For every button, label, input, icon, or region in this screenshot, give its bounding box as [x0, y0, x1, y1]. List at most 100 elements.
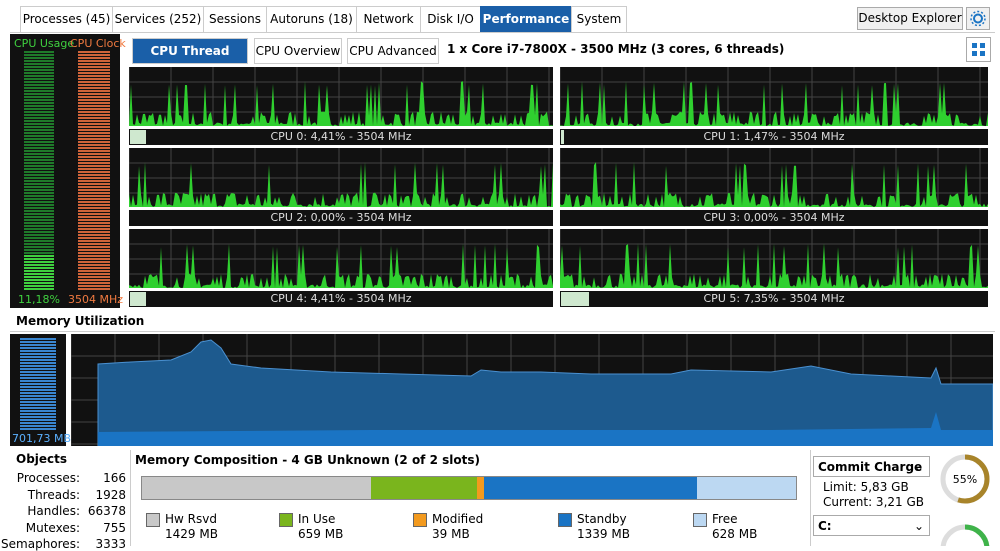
meter-segment: [24, 195, 54, 197]
meter-segment: [24, 264, 54, 266]
meter-segment: [78, 69, 110, 71]
cpu-graph: [128, 67, 553, 126]
meter-segment: [20, 359, 56, 361]
segment-free: [697, 477, 796, 499]
segment-modified: [477, 477, 484, 499]
divider: [810, 450, 811, 546]
meter-segment: [24, 228, 54, 230]
cpu-label-bar: CPU 0: 4,41% - 3504 MHz: [129, 129, 553, 145]
tab[interactable]: System: [571, 6, 627, 32]
cpu-graph-graphic: [559, 229, 988, 288]
tab[interactable]: Processes (45): [20, 6, 113, 32]
meter-segment: [78, 174, 110, 176]
meter-segment: [78, 108, 110, 110]
meter-segment: [24, 135, 54, 137]
tab[interactable]: Disk I/O: [420, 6, 481, 32]
tab[interactable]: Performance: [480, 6, 572, 32]
commit-selector[interactable]: Commit Charge ⌄: [813, 456, 930, 477]
meter-segment: [24, 57, 54, 59]
meter-segment: [24, 51, 54, 53]
legend-name: Standby: [577, 512, 627, 526]
meter-segment: [78, 153, 110, 155]
desktop-explorer-button[interactable]: Desktop Explorer: [857, 7, 963, 30]
meter-segment: [78, 102, 110, 104]
cpu-label: CPU 2: 0,00% - 3504 MHz: [270, 211, 412, 224]
meter-segment: [20, 344, 56, 346]
meter-segment: [24, 153, 54, 155]
meter-segment: [20, 404, 56, 406]
cpu-label-bar: CPU 1: 1,47% - 3504 MHz: [560, 129, 988, 145]
meter-segment: [24, 144, 54, 146]
cpu-graph-graphic: [128, 67, 553, 126]
meter-segment: [24, 162, 54, 164]
meter-segment: [78, 282, 110, 284]
meter-segment: [78, 66, 110, 68]
subtab[interactable]: CPU Thread Usage: [132, 38, 248, 82]
memory-meter-value: 701,73 MB: [12, 432, 72, 445]
subtab[interactable]: CPU Advanced: [347, 38, 439, 64]
meter-segment: [20, 416, 56, 418]
meter-segment: [24, 270, 54, 272]
legend-value: 659 MB: [298, 527, 344, 541]
meter-segment: [24, 183, 54, 185]
meter-segment: [78, 234, 110, 236]
meter-segment: [78, 261, 110, 263]
meter-segment: [78, 264, 110, 266]
legend-name: Modified: [432, 512, 484, 526]
cpu-info: 1 x Core i7-7800X - 3500 MHz (3 cores, 6…: [447, 42, 785, 56]
meter-segment: [78, 156, 110, 158]
meter-segment: [20, 386, 56, 388]
meter-segment: [24, 231, 54, 233]
tab[interactable]: Services (252): [112, 6, 204, 32]
legend-value: 628 MB: [712, 527, 758, 541]
tab[interactable]: Autoruns (18): [266, 6, 357, 32]
tab[interactable]: Sessions: [203, 6, 267, 32]
meter-segment: [24, 255, 54, 257]
subtab[interactable]: CPU Overview: [254, 38, 342, 64]
meter-segment: [24, 75, 54, 77]
cpu-meter-panel: [10, 34, 120, 308]
meter-segment: [20, 410, 56, 412]
meter-segment: [78, 78, 110, 80]
drive-selector[interactable]: C: ⌄: [813, 515, 930, 536]
meter-segment: [20, 407, 56, 409]
memory-area: [97, 339, 994, 447]
cpu-graph-graphic: [128, 229, 553, 288]
meter-segment: [20, 368, 56, 370]
legend-swatch: [146, 513, 160, 527]
meter-segment: [78, 147, 110, 149]
settings-button[interactable]: [966, 7, 990, 30]
cpu-graph: [559, 148, 988, 207]
meter-segment: [78, 252, 110, 254]
meter-segment: [78, 51, 110, 53]
meter-segment: [24, 234, 54, 236]
meter-segment: [20, 353, 56, 355]
meter-segment: [24, 261, 54, 263]
meter-segment: [78, 54, 110, 56]
meter-segment: [78, 93, 110, 95]
meter-segment: [78, 228, 110, 230]
legend-name: Hw Rsvd: [165, 512, 217, 526]
meter-segment: [24, 216, 54, 218]
cpu-load-fill: [130, 130, 146, 144]
meter-segment: [78, 96, 110, 98]
meter-segment: [24, 198, 54, 200]
tab[interactable]: Network: [356, 6, 421, 32]
meter-segment: [78, 57, 110, 59]
cpu-load-area: [560, 81, 988, 126]
cpu-label: CPU 4: 4,41% - 3504 MHz: [270, 292, 412, 305]
tab-line: [10, 32, 995, 33]
meter-segment: [20, 365, 56, 367]
meter-segment: [24, 159, 54, 161]
cpu-usage-label: CPU Usage: [14, 37, 75, 50]
meter-segment: [78, 150, 110, 152]
object-label: Processes:: [16, 471, 80, 485]
meter-segment: [24, 96, 54, 98]
meter-segment: [78, 132, 110, 134]
meter-segment: [20, 371, 56, 373]
legend-name: Free: [712, 512, 738, 526]
cpu-clock-value: 3504 MHz: [68, 293, 124, 306]
layout-button[interactable]: [966, 37, 991, 62]
meter-segment: [78, 231, 110, 233]
meter-segment: [78, 99, 110, 101]
